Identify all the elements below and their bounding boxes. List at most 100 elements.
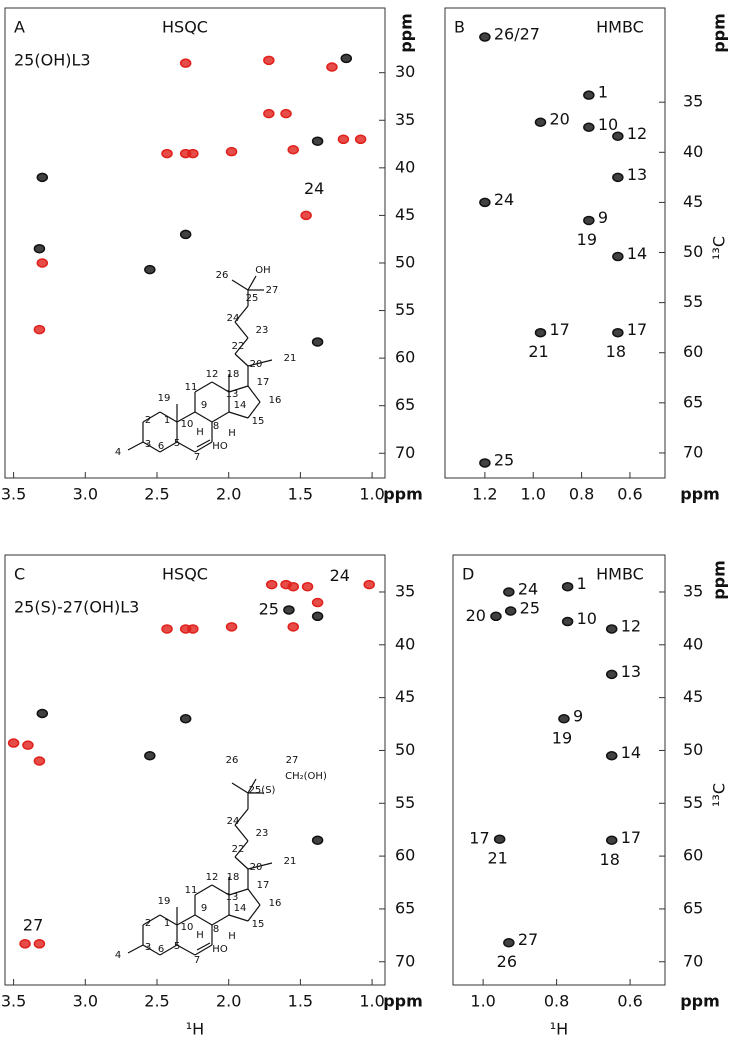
cross-peak <box>612 251 624 262</box>
cross-peak <box>33 939 46 949</box>
bond <box>159 411 178 423</box>
bond <box>176 944 196 956</box>
structure-label: 20 <box>250 359 263 370</box>
bond <box>211 411 230 423</box>
bond <box>234 824 249 842</box>
structure-label: 2 <box>145 415 151 426</box>
peak-label: 17 <box>469 829 489 848</box>
panel-title: HSQC <box>162 18 208 37</box>
panel-title: HMBC <box>596 565 644 584</box>
structure-label: 22 <box>232 844 245 855</box>
x-tick-label: 0.6 <box>617 485 642 504</box>
x-title: ¹H <box>186 1020 204 1039</box>
y-unit: ppm <box>710 560 729 600</box>
bond <box>196 942 211 951</box>
y-tick-label: 70 <box>683 951 703 970</box>
cross-peak <box>144 750 156 761</box>
bond <box>247 359 273 367</box>
structure-label: 9 <box>201 400 207 411</box>
peak-label: 24 <box>518 579 538 598</box>
cross-peak <box>605 624 618 634</box>
cross-peak <box>311 337 324 347</box>
bond <box>159 441 178 453</box>
peak-label: 1 <box>577 574 587 593</box>
y-tick-label: 35 <box>395 110 415 129</box>
peak-label: 17 <box>549 320 569 339</box>
bond <box>159 944 178 956</box>
structure-label: 2 <box>145 918 151 929</box>
y-unit: ppm <box>710 13 729 53</box>
y-tick-label: 40 <box>395 157 415 176</box>
x-tick-label: 1.2 <box>472 485 497 504</box>
bond <box>247 385 261 403</box>
cross-peak <box>144 264 156 275</box>
x-tick-label: 2.0 <box>216 992 241 1011</box>
peak-label: 1 <box>598 83 608 102</box>
cross-peak <box>287 622 299 632</box>
panel-title: HSQC <box>162 565 208 584</box>
bond <box>142 411 161 423</box>
cross-peak <box>36 172 49 183</box>
cross-peak <box>493 834 506 844</box>
structure-label: 22 <box>232 341 245 352</box>
cross-peak <box>19 939 31 949</box>
bond <box>234 305 249 323</box>
cross-peak <box>311 597 324 608</box>
peak-label: 26/27 <box>494 25 540 44</box>
bond <box>231 782 249 794</box>
cross-peak <box>612 327 624 338</box>
bond <box>176 411 196 423</box>
y-tick-label: 55 <box>683 292 703 311</box>
structure-label: 3 <box>145 439 151 450</box>
bond <box>247 275 257 291</box>
y-tick-label: 50 <box>395 252 415 271</box>
peak-sublabel: 19 <box>552 728 572 747</box>
structure-label: 9 <box>201 903 207 914</box>
structure-label: 15 <box>252 416 265 427</box>
bond <box>142 441 161 453</box>
structure-label: HO <box>212 441 228 452</box>
peak-label: 12 <box>621 616 641 635</box>
y-tick-label: 55 <box>395 300 415 319</box>
structure-label: 5 <box>174 941 180 952</box>
y-tick-label: 50 <box>395 740 415 759</box>
structure-label: 23 <box>256 828 269 839</box>
structure-label: 21 <box>284 353 297 364</box>
cross-peak <box>300 210 312 221</box>
x-tick-label: 2.0 <box>216 485 241 504</box>
structure-label: 18 <box>227 369 240 380</box>
cross-peak <box>605 669 618 680</box>
bond <box>194 944 213 956</box>
panel-frame <box>4 7 386 479</box>
bond <box>142 914 161 926</box>
structure-label: 19 <box>158 393 171 404</box>
structure-label: 19 <box>158 896 171 907</box>
cross-peak <box>612 131 624 142</box>
structure-label: H <box>196 427 204 438</box>
structure-label: 6 <box>158 441 164 452</box>
y-tick-label: 70 <box>395 443 415 462</box>
x-tick-label: 1.5 <box>288 485 313 504</box>
cross-peak <box>287 145 299 155</box>
structure-label: 24 <box>227 816 240 827</box>
peak-label: 13 <box>627 165 647 184</box>
bond <box>194 381 213 393</box>
y-tick-label: 60 <box>683 846 703 865</box>
structure-label: CH₂(OH) <box>285 771 327 782</box>
structure-label: HO <box>212 944 228 955</box>
x-tick-label: 2.5 <box>144 992 169 1011</box>
structure-label: 17 <box>257 880 270 891</box>
x-tick-label: 1.0 <box>470 992 495 1011</box>
peak-label: 13 <box>621 662 641 681</box>
bond <box>228 914 249 922</box>
bond <box>194 441 213 453</box>
peak-label: 14 <box>627 244 647 263</box>
cross-peak <box>263 55 275 66</box>
structure-label: 20 <box>250 862 263 873</box>
cross-peak <box>534 117 547 127</box>
bond <box>211 884 230 896</box>
structure-label: 25 <box>246 293 259 304</box>
cross-peak <box>354 134 367 145</box>
peak-label: 14 <box>621 743 641 762</box>
